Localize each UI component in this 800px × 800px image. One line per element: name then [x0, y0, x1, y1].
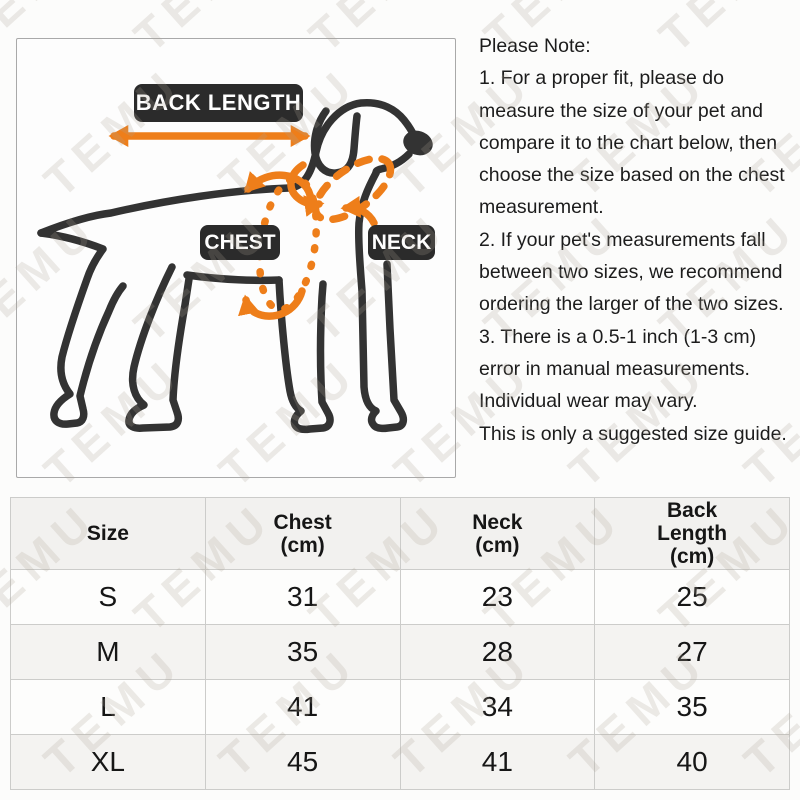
cell-chest: 45: [204, 734, 401, 790]
measurement-annotations: [108, 125, 395, 320]
cell-chest: 31: [204, 569, 401, 625]
cell-neck: 34: [399, 679, 596, 735]
measurement-diagram-panel: BACK LENGTH CHEST NECK: [16, 38, 456, 478]
dog-measurement-illustration: [37, 98, 433, 434]
cell-size: S: [10, 569, 206, 625]
cell-size: L: [10, 679, 206, 735]
size-chart-table: Size Chest (cm) Neck (cm) Back Length (c…: [10, 497, 790, 790]
note-line: error in manual measurements.: [479, 357, 750, 380]
header-line: (cm): [475, 533, 520, 557]
col-header-chest: Chest (cm): [204, 497, 401, 570]
header-line: Back: [667, 499, 718, 522]
col-header-back-length: Back Length (cm): [594, 497, 790, 570]
cell-back-length: 27: [594, 624, 790, 680]
cell-neck: 28: [399, 624, 596, 680]
col-header-size: Size: [10, 497, 206, 570]
table-row-xl: XL 45 41 40: [10, 734, 790, 790]
header-line: (cm): [669, 545, 715, 568]
cell-back-length: 40: [594, 734, 790, 790]
note-line: Please Note:: [479, 35, 591, 57]
cell-neck: 41: [399, 734, 596, 790]
note-line: measure the size of your pet and: [479, 99, 763, 122]
cell-neck: 23: [399, 569, 596, 625]
cell-size: M: [10, 624, 206, 680]
header-line: (cm): [280, 533, 325, 557]
col-header-neck: Neck (cm): [399, 497, 596, 570]
note-line: measurement.: [479, 196, 604, 219]
cell-size: XL: [10, 734, 206, 790]
dog-outline: [37, 98, 433, 434]
note-line: ordering the larger of the two sizes.: [479, 293, 784, 316]
cell-chest: 41: [204, 679, 401, 735]
neck-arrow-right: [340, 195, 378, 227]
note-line: 2. If your pet's measurements fall: [479, 228, 766, 251]
cell-back-length: 35: [594, 679, 790, 735]
cell-back-length: 25: [594, 569, 790, 625]
note-line: choose the size based on the chest: [479, 164, 785, 187]
dog-nose: [403, 130, 433, 156]
table-row-m: M 35 28 27: [10, 624, 790, 680]
notes-text-block: Please Note: 1. For a proper fit, please…: [479, 30, 799, 450]
note-line: 3. There is a 0.5-1 inch (1-3 cm): [479, 325, 757, 348]
table-row-s: S 31 23 25: [10, 569, 790, 625]
note-line: compare it to the chart below, then: [479, 131, 778, 154]
note-line: between two sizes, we recommend: [479, 261, 783, 284]
header-line: Size: [86, 522, 129, 545]
table-header-row: Size Chest (cm) Neck (cm) Back Length (c…: [10, 497, 790, 570]
note-line: This is only a suggested size guide.: [479, 422, 787, 445]
note-line: 1. For a proper fit, please do: [479, 67, 724, 90]
header-line: Length: [657, 522, 728, 545]
neck-arrow-left: [287, 161, 325, 217]
neck-label: NECK: [368, 225, 435, 260]
header-line: Chest: [273, 510, 332, 534]
chest-arrow-top: [244, 171, 314, 199]
header-line: Neck: [472, 510, 523, 534]
cell-chest: 35: [204, 624, 401, 680]
note-line: Individual wear may vary.: [479, 390, 698, 413]
chest-arrow-bottom: [238, 287, 306, 320]
back-length-label: BACK LENGTH: [134, 84, 303, 122]
chest-label: CHEST: [200, 225, 280, 260]
table-row-l: L 41 34 35: [10, 679, 790, 735]
